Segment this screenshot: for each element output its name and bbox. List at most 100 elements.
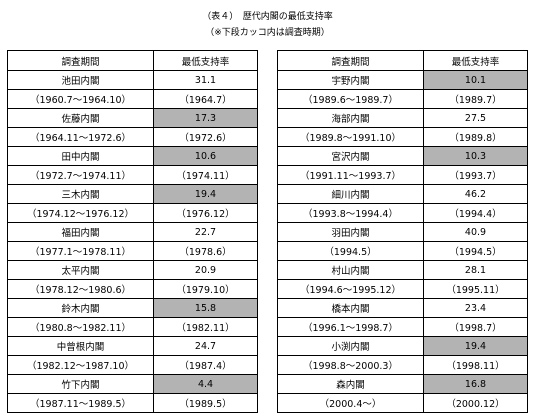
cabinet-row: 村山内閣 28.1 xyxy=(277,260,528,280)
period-row: （1989.6～1989.7） （1989.7） xyxy=(277,89,528,109)
cabinet-row: 森内閣 16.8 xyxy=(277,374,528,394)
cabinet-name: 橋本内閣 xyxy=(277,298,424,318)
period-row: （1980.8～1982.11） （1982.11） xyxy=(7,317,258,337)
approval-rate: 17.3 xyxy=(153,108,258,128)
cabinet-row: 鈴木内閣 15.8 xyxy=(7,298,258,318)
tenure-period: （1989.8～1991.10） xyxy=(277,127,424,147)
tenure-period: （1994.6～1995.12） xyxy=(277,279,424,299)
tenure-period: （2000.4～） xyxy=(277,393,424,413)
cabinet-row: 細川内閣 46.2 xyxy=(277,184,528,204)
period-row: （1994.5） （1994.5） xyxy=(277,241,528,261)
survey-date: （1994.4） xyxy=(423,203,528,223)
cabinet-name: 村山内閣 xyxy=(277,260,424,280)
survey-date: （1998.11） xyxy=(423,355,528,375)
period-row: （1996.1～1998.7） （1998.7） xyxy=(277,317,528,337)
period-row: （1998.8～2000.3） （1998.11） xyxy=(277,355,528,375)
period-row: （1964.11～1972.6） （1972.6） xyxy=(7,127,258,147)
approval-rate: 28.1 xyxy=(423,260,528,280)
cabinet-row: 福田内閣 22.7 xyxy=(7,222,258,242)
cabinet-name: 三木内閣 xyxy=(7,184,154,204)
tenure-period: （1980.8～1982.11） xyxy=(7,317,154,337)
rate-header: 最低支持率 xyxy=(423,50,528,71)
cabinet-name: 宮沢内閣 xyxy=(277,146,424,166)
cabinet-row: 羽田内閣 40.9 xyxy=(277,222,528,242)
cabinet-row: 中曾根内閣 24.7 xyxy=(7,336,258,356)
cabinet-name: 宇野内閣 xyxy=(277,70,424,90)
cabinet-row: 田中内閣 10.6 xyxy=(7,146,258,166)
approval-rate: 23.4 xyxy=(423,298,528,318)
approval-rate: 22.7 xyxy=(153,222,258,242)
tenure-period: （1989.6～1989.7） xyxy=(277,89,424,109)
approval-rate: 15.8 xyxy=(153,298,258,318)
period-row: （1978.12～1980.6） （1979.10） xyxy=(7,279,258,299)
tenure-period: （1987.11～1989.5） xyxy=(7,393,154,413)
survey-date: （1964.7） xyxy=(153,89,258,109)
cabinet-row: 太平内閣 20.9 xyxy=(7,260,258,280)
survey-date: （2000.12） xyxy=(423,393,528,413)
tenure-period: （1996.1～1998.7） xyxy=(277,317,424,337)
tenure-period: （1977.1～1978.11） xyxy=(7,241,154,261)
cabinet-name: 鈴木内閣 xyxy=(7,298,154,318)
left-approval-table: 調査期間 最低支持率 池田内閣 31.1 （1960.7～1964.10） （1964… xyxy=(7,50,258,413)
survey-date: （1976.12） xyxy=(153,203,258,223)
survey-date: （1998.7） xyxy=(423,317,528,337)
tenure-period: （1994.5） xyxy=(277,241,424,261)
cabinet-name: 福田内閣 xyxy=(7,222,154,242)
period-row: （1960.7～1964.10） （1964.7） xyxy=(7,89,258,109)
cabinet-name: 太平内閣 xyxy=(7,260,154,280)
left-table-body: 調査期間 最低支持率 池田内閣 31.1 （1960.7～1964.10） （1964… xyxy=(7,50,258,413)
survey-date: （1995.11） xyxy=(423,279,528,299)
approval-rate: 24.7 xyxy=(153,336,258,356)
cabinet-row: 橋本内閣 23.4 xyxy=(277,298,528,318)
survey-date: （1972.6） xyxy=(153,127,258,147)
approval-rate: 27.5 xyxy=(423,108,528,128)
tenure-period: （1991.11～1993.7） xyxy=(277,165,424,185)
period-row: （1982.12～1987.10） （1987.4） xyxy=(7,355,258,375)
cabinet-name: 森内閣 xyxy=(277,374,424,394)
period-row: （1991.11～1993.7） （1993.7） xyxy=(277,165,528,185)
survey-date: （1989.5） xyxy=(153,393,258,413)
period-row: （1974.12～1976.12） （1976.12） xyxy=(7,203,258,223)
survey-date: （1978.6） xyxy=(153,241,258,261)
approval-rate: 20.9 xyxy=(153,260,258,280)
approval-rate: 19.4 xyxy=(153,184,258,204)
period-row: （1989.8～1991.10） （1989.8） xyxy=(277,127,528,147)
rate-header: 最低支持率 xyxy=(153,50,258,71)
tenure-period: （1960.7～1964.10） xyxy=(7,89,154,109)
period-row: （1993.8～1994.4） （1994.4） xyxy=(277,203,528,223)
tenure-period: （1974.12～1976.12） xyxy=(7,203,154,223)
table-header-row: 調査期間 最低支持率 xyxy=(277,50,528,71)
tenure-period: （1993.8～1994.4） xyxy=(277,203,424,223)
cabinet-row: 竹下内閣 4.4 xyxy=(7,374,258,394)
cabinet-row: 池田内閣 31.1 xyxy=(7,70,258,90)
table-title: （表４） 歴代内閣の最低支持率 xyxy=(202,12,333,22)
cabinet-name: 佐藤内閣 xyxy=(7,108,154,128)
cabinet-row: 三木内閣 19.4 xyxy=(7,184,258,204)
cabinet-row: 海部内閣 27.5 xyxy=(277,108,528,128)
approval-rate: 10.1 xyxy=(423,70,528,90)
tenure-period: （1998.8～2000.3） xyxy=(277,355,424,375)
cabinet-name: 中曾根内閣 xyxy=(7,336,154,356)
cabinet-name: 海部内閣 xyxy=(277,108,424,128)
survey-date: （1974.11） xyxy=(153,165,258,185)
approval-rate: 46.2 xyxy=(423,184,528,204)
tenure-period: （1978.12～1980.6） xyxy=(7,279,154,299)
period-row: （1994.6～1995.12） （1995.11） xyxy=(277,279,528,299)
cabinet-row: 宇野内閣 10.1 xyxy=(277,70,528,90)
tenure-period: （1982.12～1987.10） xyxy=(7,355,154,375)
approval-rate: 19.4 xyxy=(423,336,528,356)
period-row: （2000.4～） （2000.12） xyxy=(277,393,528,413)
right-approval-table: 調査期間 最低支持率 宇野内閣 10.1 （1989.6～1989.7） （1989.… xyxy=(277,50,528,413)
approval-rate: 10.6 xyxy=(153,146,258,166)
survey-date: （1979.10） xyxy=(153,279,258,299)
tenure-period: （1964.11～1972.6） xyxy=(7,127,154,147)
survey-date: （1989.8） xyxy=(423,127,528,147)
survey-date: （1982.11） xyxy=(153,317,258,337)
approval-rate: 10.3 xyxy=(423,146,528,166)
approval-rate: 31.1 xyxy=(153,70,258,90)
period-header: 調査期間 xyxy=(7,50,154,71)
cabinet-name: 竹下内閣 xyxy=(7,374,154,394)
approval-rate: 40.9 xyxy=(423,222,528,242)
approval-rate: 4.4 xyxy=(153,374,258,394)
cabinet-name: 羽田内閣 xyxy=(277,222,424,242)
